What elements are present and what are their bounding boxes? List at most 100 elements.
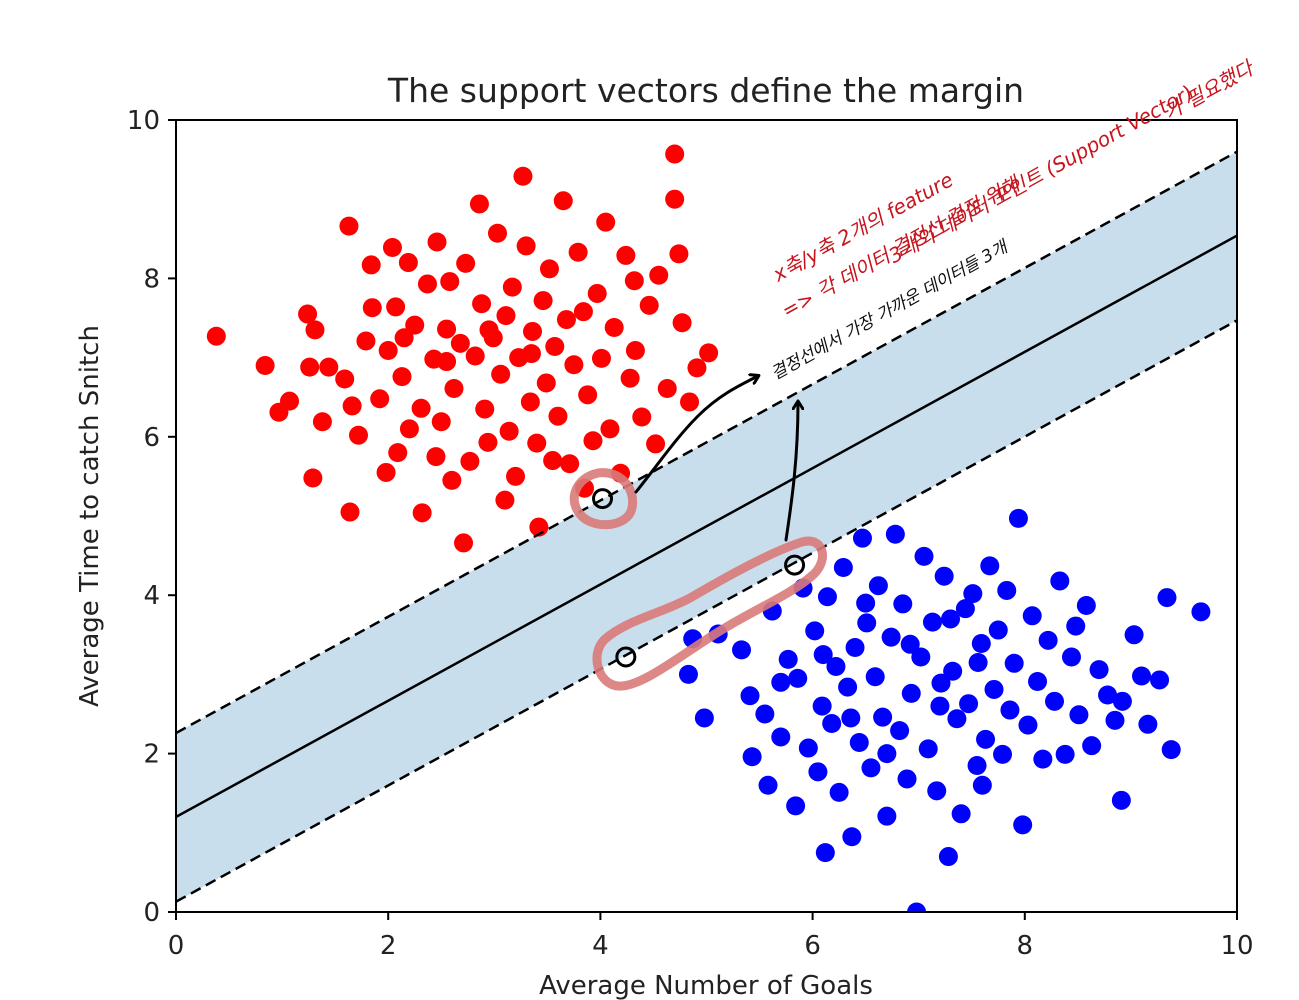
- data-point-series-1-92: [1112, 691, 1132, 711]
- data-point-series-0-98: [426, 447, 446, 467]
- data-point-series-1-73: [1038, 630, 1058, 650]
- data-point-series-1-76: [1055, 744, 1075, 764]
- data-point-series-0-3: [280, 391, 300, 411]
- data-point-series-1-26: [842, 827, 862, 847]
- data-point-series-1-41: [901, 683, 921, 703]
- data-point-series-1-90: [1161, 740, 1181, 760]
- data-point-series-1-20: [817, 587, 837, 607]
- data-point-series-1-28: [849, 733, 869, 753]
- data-point-series-1-27: [845, 637, 865, 657]
- data-point-series-0-61: [545, 337, 565, 357]
- data-point-series-0-68: [573, 302, 593, 322]
- x-tick-label-1: 2: [380, 931, 397, 961]
- data-point-series-1-78: [1069, 705, 1089, 725]
- data-point-series-1-81: [1089, 660, 1109, 680]
- data-point-series-1-21: [822, 714, 842, 734]
- data-point-series-1-6: [742, 747, 762, 767]
- data-point-series-0-75: [604, 318, 624, 338]
- data-point-series-1-68: [1013, 815, 1033, 835]
- plot-frame: [175, 119, 1238, 913]
- data-point-series-1-10: [771, 727, 791, 747]
- data-point-series-0-57: [529, 517, 549, 537]
- data-point-series-1-63: [993, 744, 1013, 764]
- data-point-series-0-36: [454, 533, 474, 553]
- data-point-series-1-15: [798, 738, 818, 758]
- data-point-series-0-7: [303, 468, 323, 488]
- support-vectors: [592, 488, 806, 668]
- data-point-series-1-34: [873, 707, 893, 727]
- margin-line-lower: [176, 319, 1237, 903]
- data-point-series-0-82: [646, 434, 666, 454]
- data-point-series-1-69: [1018, 715, 1038, 735]
- y-axis-ticks: 0 2 4 6 8 10: [127, 106, 176, 928]
- data-point-series-0-21: [386, 297, 406, 317]
- data-point-series-0-8: [312, 412, 332, 432]
- data-point-series-1-89: [1157, 588, 1177, 608]
- data-point-series-1-5: [740, 686, 760, 706]
- data-point-series-1-30: [857, 613, 877, 633]
- data-point-series-1-8: [758, 775, 778, 795]
- data-point-series-1-50: [938, 847, 958, 867]
- data-point-series-0-48: [499, 421, 519, 441]
- data-point-series-1-36: [881, 627, 901, 647]
- data-point-series-1-94: [968, 653, 988, 673]
- data-point-series-0-91: [669, 244, 689, 264]
- data-point-series-0-52: [513, 166, 533, 186]
- data-point-series-0-79: [625, 340, 645, 360]
- data-point-series-0-6: [305, 320, 325, 340]
- data-point-series-0-19: [378, 340, 398, 360]
- data-point-series-1-54: [955, 599, 975, 619]
- data-point-series-0-34: [444, 378, 464, 398]
- data-point-series-0-47: [496, 306, 516, 326]
- data-point-series-1-7: [755, 704, 775, 724]
- data-point-series-0-46: [491, 364, 511, 384]
- data-point-series-1-99: [972, 775, 992, 795]
- data-point-series-0-10: [335, 369, 355, 389]
- data-point-series-1-1: [694, 708, 714, 728]
- y-tick-label-2: 4: [143, 581, 160, 611]
- y-tick-label-3: 6: [143, 423, 160, 453]
- data-point-series-0-33: [440, 272, 460, 292]
- data-point-series-1-102: [856, 593, 876, 613]
- data-point-series-0-86: [665, 189, 685, 209]
- data-point-series-0-39: [465, 346, 485, 366]
- data-point-series-1-22: [826, 656, 846, 676]
- data-point-series-1-18: [812, 696, 832, 716]
- chart-title: The support vectors define the margin: [387, 71, 1024, 110]
- data-point-series-1-88: [1150, 670, 1170, 690]
- data-point-series-0-87: [672, 313, 692, 333]
- data-point-series-0-17: [362, 298, 382, 318]
- data-point-series-1-40: [897, 769, 917, 789]
- data-point-series-0-83: [649, 265, 669, 285]
- data-point-series-0-81: [639, 295, 659, 315]
- annotation-arrow-2: [784, 402, 798, 542]
- data-point-series-1-29: [852, 528, 872, 548]
- x-axis-ticks: 0 2 4 6 8 10: [168, 912, 1254, 961]
- data-point-series-0-103: [437, 352, 457, 372]
- data-point-series-1-23: [829, 782, 849, 802]
- data-point-series-1-56: [963, 584, 983, 604]
- data-point-series-0-84: [657, 378, 677, 398]
- data-point-series-1-13: [788, 668, 808, 688]
- x-tick-label-4: 8: [1017, 931, 1034, 961]
- data-point-series-0-73: [596, 212, 616, 232]
- data-point-series-1-49: [934, 566, 954, 586]
- decision-boundary-line: [176, 234, 1237, 819]
- data-point-series-0-9: [319, 357, 339, 377]
- data-point-series-0-80: [632, 407, 652, 427]
- data-point-series-0-65: [560, 454, 580, 474]
- data-point-series-1-58: [971, 634, 991, 654]
- data-point-series-1-51: [943, 661, 963, 681]
- data-point-series-1-24: [833, 557, 853, 577]
- data-point-series-0-78: [620, 368, 640, 388]
- data-point-series-1-83: [1105, 710, 1125, 730]
- data-point-series-1-72: [1033, 749, 1053, 769]
- data-point-series-1-48: [931, 673, 951, 693]
- data-point-series-1-75: [1050, 571, 1070, 591]
- data-point-series-1-47: [927, 781, 947, 801]
- data-point-series-0-92: [624, 271, 644, 291]
- data-point-series-0-50: [506, 466, 526, 486]
- data-point-series-1-82: [1098, 685, 1118, 705]
- data-point-series-0-85: [665, 144, 685, 164]
